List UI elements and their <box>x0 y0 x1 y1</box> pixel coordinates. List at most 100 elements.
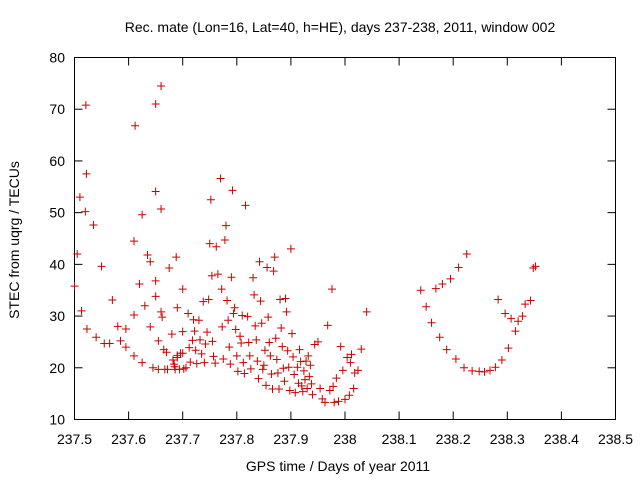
x-tick-label: 238.2 <box>436 431 471 447</box>
data-point <box>157 205 166 214</box>
data-point <box>529 263 538 272</box>
data-point <box>442 345 451 354</box>
data-point <box>276 295 285 304</box>
data-point <box>245 351 254 360</box>
data-point <box>269 267 278 276</box>
data-point <box>108 296 117 305</box>
data-point <box>243 312 252 321</box>
data-point <box>480 367 489 376</box>
data-point <box>259 361 268 370</box>
data-point <box>203 328 212 337</box>
x-tick-label: 238.4 <box>544 431 579 447</box>
data-point <box>336 342 345 351</box>
data-point <box>188 336 197 345</box>
y-tick-label: 30 <box>49 308 65 324</box>
data-point <box>416 286 425 295</box>
y-tick-label: 40 <box>49 256 65 272</box>
data-point <box>237 338 246 347</box>
data-point <box>282 307 291 316</box>
data-point <box>191 346 200 355</box>
data-point <box>296 357 305 366</box>
data-point <box>347 350 356 359</box>
data-point <box>346 358 355 367</box>
data-point <box>254 374 263 383</box>
data-point <box>151 292 160 301</box>
data-point <box>329 382 338 391</box>
data-point <box>271 334 280 343</box>
y-tick-label: 50 <box>49 205 65 221</box>
data-point <box>299 366 308 375</box>
data-point <box>236 332 245 341</box>
data-point <box>226 360 235 369</box>
data-point <box>266 351 275 360</box>
data-point <box>313 337 322 346</box>
data-point <box>178 327 187 336</box>
data-point <box>194 316 203 325</box>
data-point <box>224 316 233 325</box>
data-point <box>264 313 273 322</box>
data-point <box>146 322 155 331</box>
data-point <box>157 81 166 90</box>
data-point <box>154 336 163 345</box>
data-point <box>278 342 287 351</box>
data-point <box>475 367 484 376</box>
data-point <box>305 372 314 381</box>
data-point <box>196 335 205 344</box>
data-point <box>105 339 114 348</box>
data-point <box>338 366 347 375</box>
data-point <box>270 253 279 262</box>
x-tick-label: 237.7 <box>165 431 200 447</box>
data-point <box>295 345 304 354</box>
data-point <box>97 262 106 271</box>
data-point <box>205 239 214 248</box>
data-point <box>172 253 181 262</box>
y-axis-ticks: 10 20 30 40 50 60 70 80 <box>49 50 616 428</box>
data-point <box>263 263 272 272</box>
data-point <box>491 363 500 372</box>
data-point <box>239 358 248 367</box>
x-tick-label: 238.3 <box>490 431 525 447</box>
y-tick-label: 80 <box>49 50 65 66</box>
data-point <box>173 353 182 362</box>
data-point <box>435 333 444 342</box>
data-point <box>143 251 152 260</box>
data-point <box>82 325 91 333</box>
data-point <box>438 280 447 289</box>
data-point <box>267 369 276 378</box>
data-point <box>422 302 431 311</box>
data-point <box>206 195 215 204</box>
data-point <box>151 276 160 285</box>
data-point <box>121 325 130 333</box>
data-point <box>121 343 130 352</box>
data-point <box>178 349 187 358</box>
data-point <box>262 381 271 390</box>
x-axis-ticks: 237.5 237.6 237.7 237.8 237.9 238 238.1 238.2 23… <box>57 57 633 447</box>
data-point <box>260 346 269 355</box>
data-point <box>227 273 236 282</box>
data-point <box>343 353 352 362</box>
data-point <box>300 375 309 384</box>
data-point <box>285 386 294 395</box>
data-point <box>190 327 199 336</box>
data-point <box>199 297 208 306</box>
data-point <box>157 307 166 316</box>
data-point <box>277 323 286 332</box>
data-point <box>320 398 329 407</box>
data-point <box>218 322 227 331</box>
data-point <box>258 365 267 374</box>
data-point <box>297 381 306 390</box>
data-point <box>427 318 436 327</box>
data-point <box>501 309 510 318</box>
x-axis-title: GPS time / Days of year 2011 <box>246 458 430 474</box>
data-point <box>131 121 140 130</box>
data-point <box>204 295 213 304</box>
data-point <box>302 357 311 366</box>
data-point <box>208 337 217 346</box>
data-point <box>70 282 79 291</box>
data-point <box>207 271 216 280</box>
data-point <box>116 336 125 345</box>
data-point <box>362 307 371 316</box>
data-point <box>146 257 155 266</box>
data-point <box>281 294 290 303</box>
